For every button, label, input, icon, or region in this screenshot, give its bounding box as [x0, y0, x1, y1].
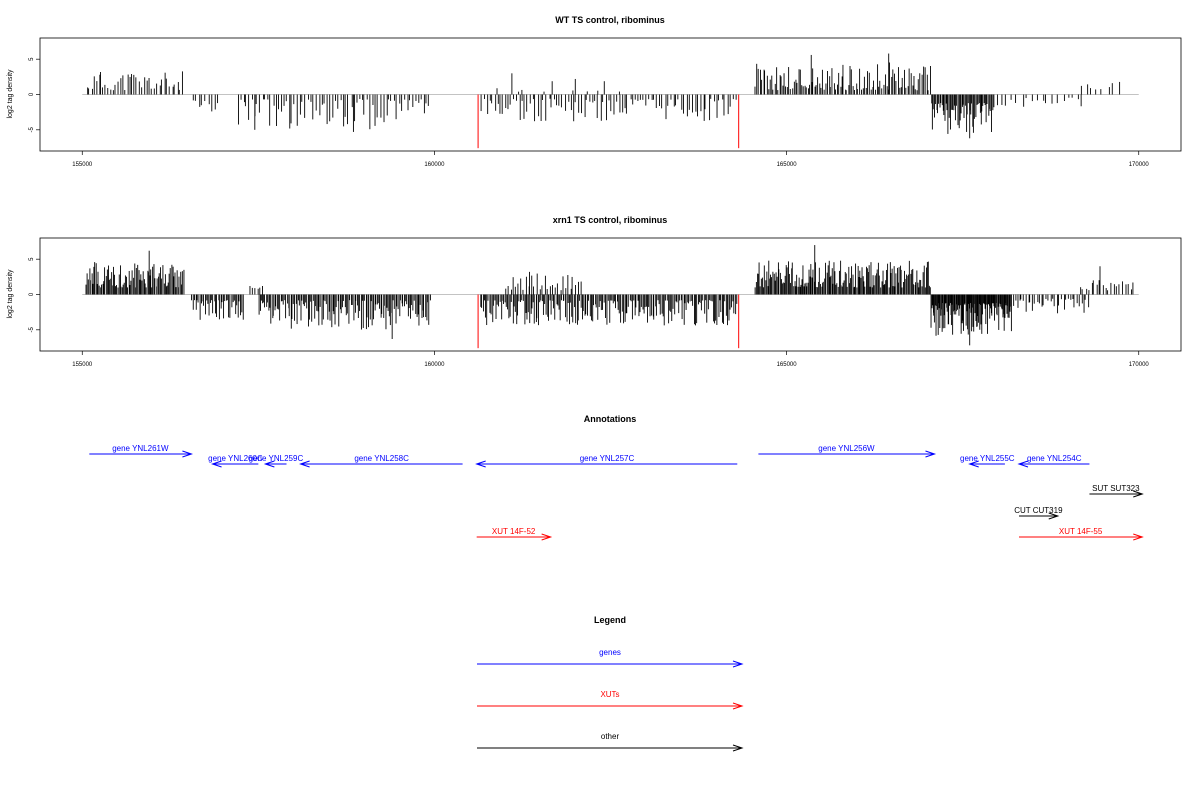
- legend-arrow: [477, 660, 744, 668]
- annotation-arrow: [210, 460, 259, 468]
- annotation-arrow: [968, 460, 1005, 468]
- x-tick-label: 170000: [1129, 362, 1150, 368]
- y-tick-label: 0: [29, 92, 35, 96]
- annotation-label: XUT 14F-55: [1059, 527, 1103, 536]
- annotation-label: XUT 14F-52: [492, 527, 536, 536]
- y-tick-label: -5: [29, 326, 35, 332]
- annotation-arrow: [475, 460, 738, 468]
- annotation-label: gene YNL254C: [1027, 454, 1082, 463]
- annotation-label: gene YNL260C: [208, 454, 263, 463]
- wt-density-bars: [82, 53, 1139, 149]
- wt-y-axis-label: log2 tag density: [7, 69, 14, 119]
- xrn1-axes: -5 0 5 155000 160000 165000 170000: [29, 257, 1149, 368]
- wt-axes: -5 0 5 155000 160000 165000 170000: [29, 57, 1149, 168]
- annotation-arrow: [476, 533, 553, 541]
- xrn1-density-bars: [82, 245, 1139, 349]
- xrn1-y-axis-label: log2 tag density: [7, 269, 14, 319]
- annotation-label: gene YNL255C: [960, 454, 1015, 463]
- annotation-label: gene YNL261W: [112, 444, 169, 453]
- annotation-arrow: [1019, 512, 1060, 520]
- legend-title: Legend: [594, 615, 626, 625]
- legend-label: XUTs: [600, 690, 619, 699]
- annotation-label: CUT CUT319: [1014, 506, 1063, 515]
- legend-label: genes: [599, 648, 621, 657]
- wt-density-panel: WT TS control, ribominus log2 tag densit…: [7, 15, 1182, 168]
- x-tick-label: 155000: [72, 162, 93, 168]
- y-tick-label: 5: [29, 257, 35, 261]
- legend-arrow: [477, 702, 744, 710]
- legend-label: other: [601, 732, 620, 741]
- y-tick-label: 0: [29, 292, 35, 296]
- x-tick-label: 165000: [777, 362, 798, 368]
- annotation-arrow: [1089, 490, 1144, 498]
- annotation-arrow: [89, 450, 194, 458]
- legend-arrow: [477, 744, 744, 752]
- x-tick-label: 165000: [777, 162, 798, 168]
- annotation-label: gene YNL257C: [580, 454, 635, 463]
- annotation-label: gene YNL259C: [249, 454, 304, 463]
- annotation-arrow: [299, 460, 463, 468]
- x-tick-label: 160000: [424, 162, 445, 168]
- wt-panel-title: WT TS control, ribominus: [555, 15, 665, 25]
- annotation-arrow: [263, 460, 287, 468]
- annotation-arrow: [758, 450, 937, 458]
- annotation-label: SUT SUT323: [1092, 484, 1140, 493]
- legend: Legend genes XUTs other: [477, 615, 744, 752]
- x-tick-label: 160000: [424, 362, 445, 368]
- y-tick-label: 5: [29, 57, 35, 61]
- x-tick-label: 170000: [1129, 162, 1150, 168]
- x-tick-label: 155000: [72, 362, 93, 368]
- y-tick-label: -5: [29, 126, 35, 132]
- xrn1-panel-title: xrn1 TS control, ribominus: [553, 215, 668, 225]
- annotation-label: gene YNL256W: [818, 444, 875, 453]
- xrn1-density-panel: xrn1 TS control, ribominus log2 tag dens…: [7, 215, 1182, 368]
- annotation-arrow: [1017, 460, 1090, 468]
- legend-items: genes XUTs other: [477, 648, 744, 752]
- annotation-label: gene YNL258C: [354, 454, 409, 463]
- annotation-arrow: [1019, 533, 1144, 541]
- annotations-title: Annotations: [584, 414, 637, 424]
